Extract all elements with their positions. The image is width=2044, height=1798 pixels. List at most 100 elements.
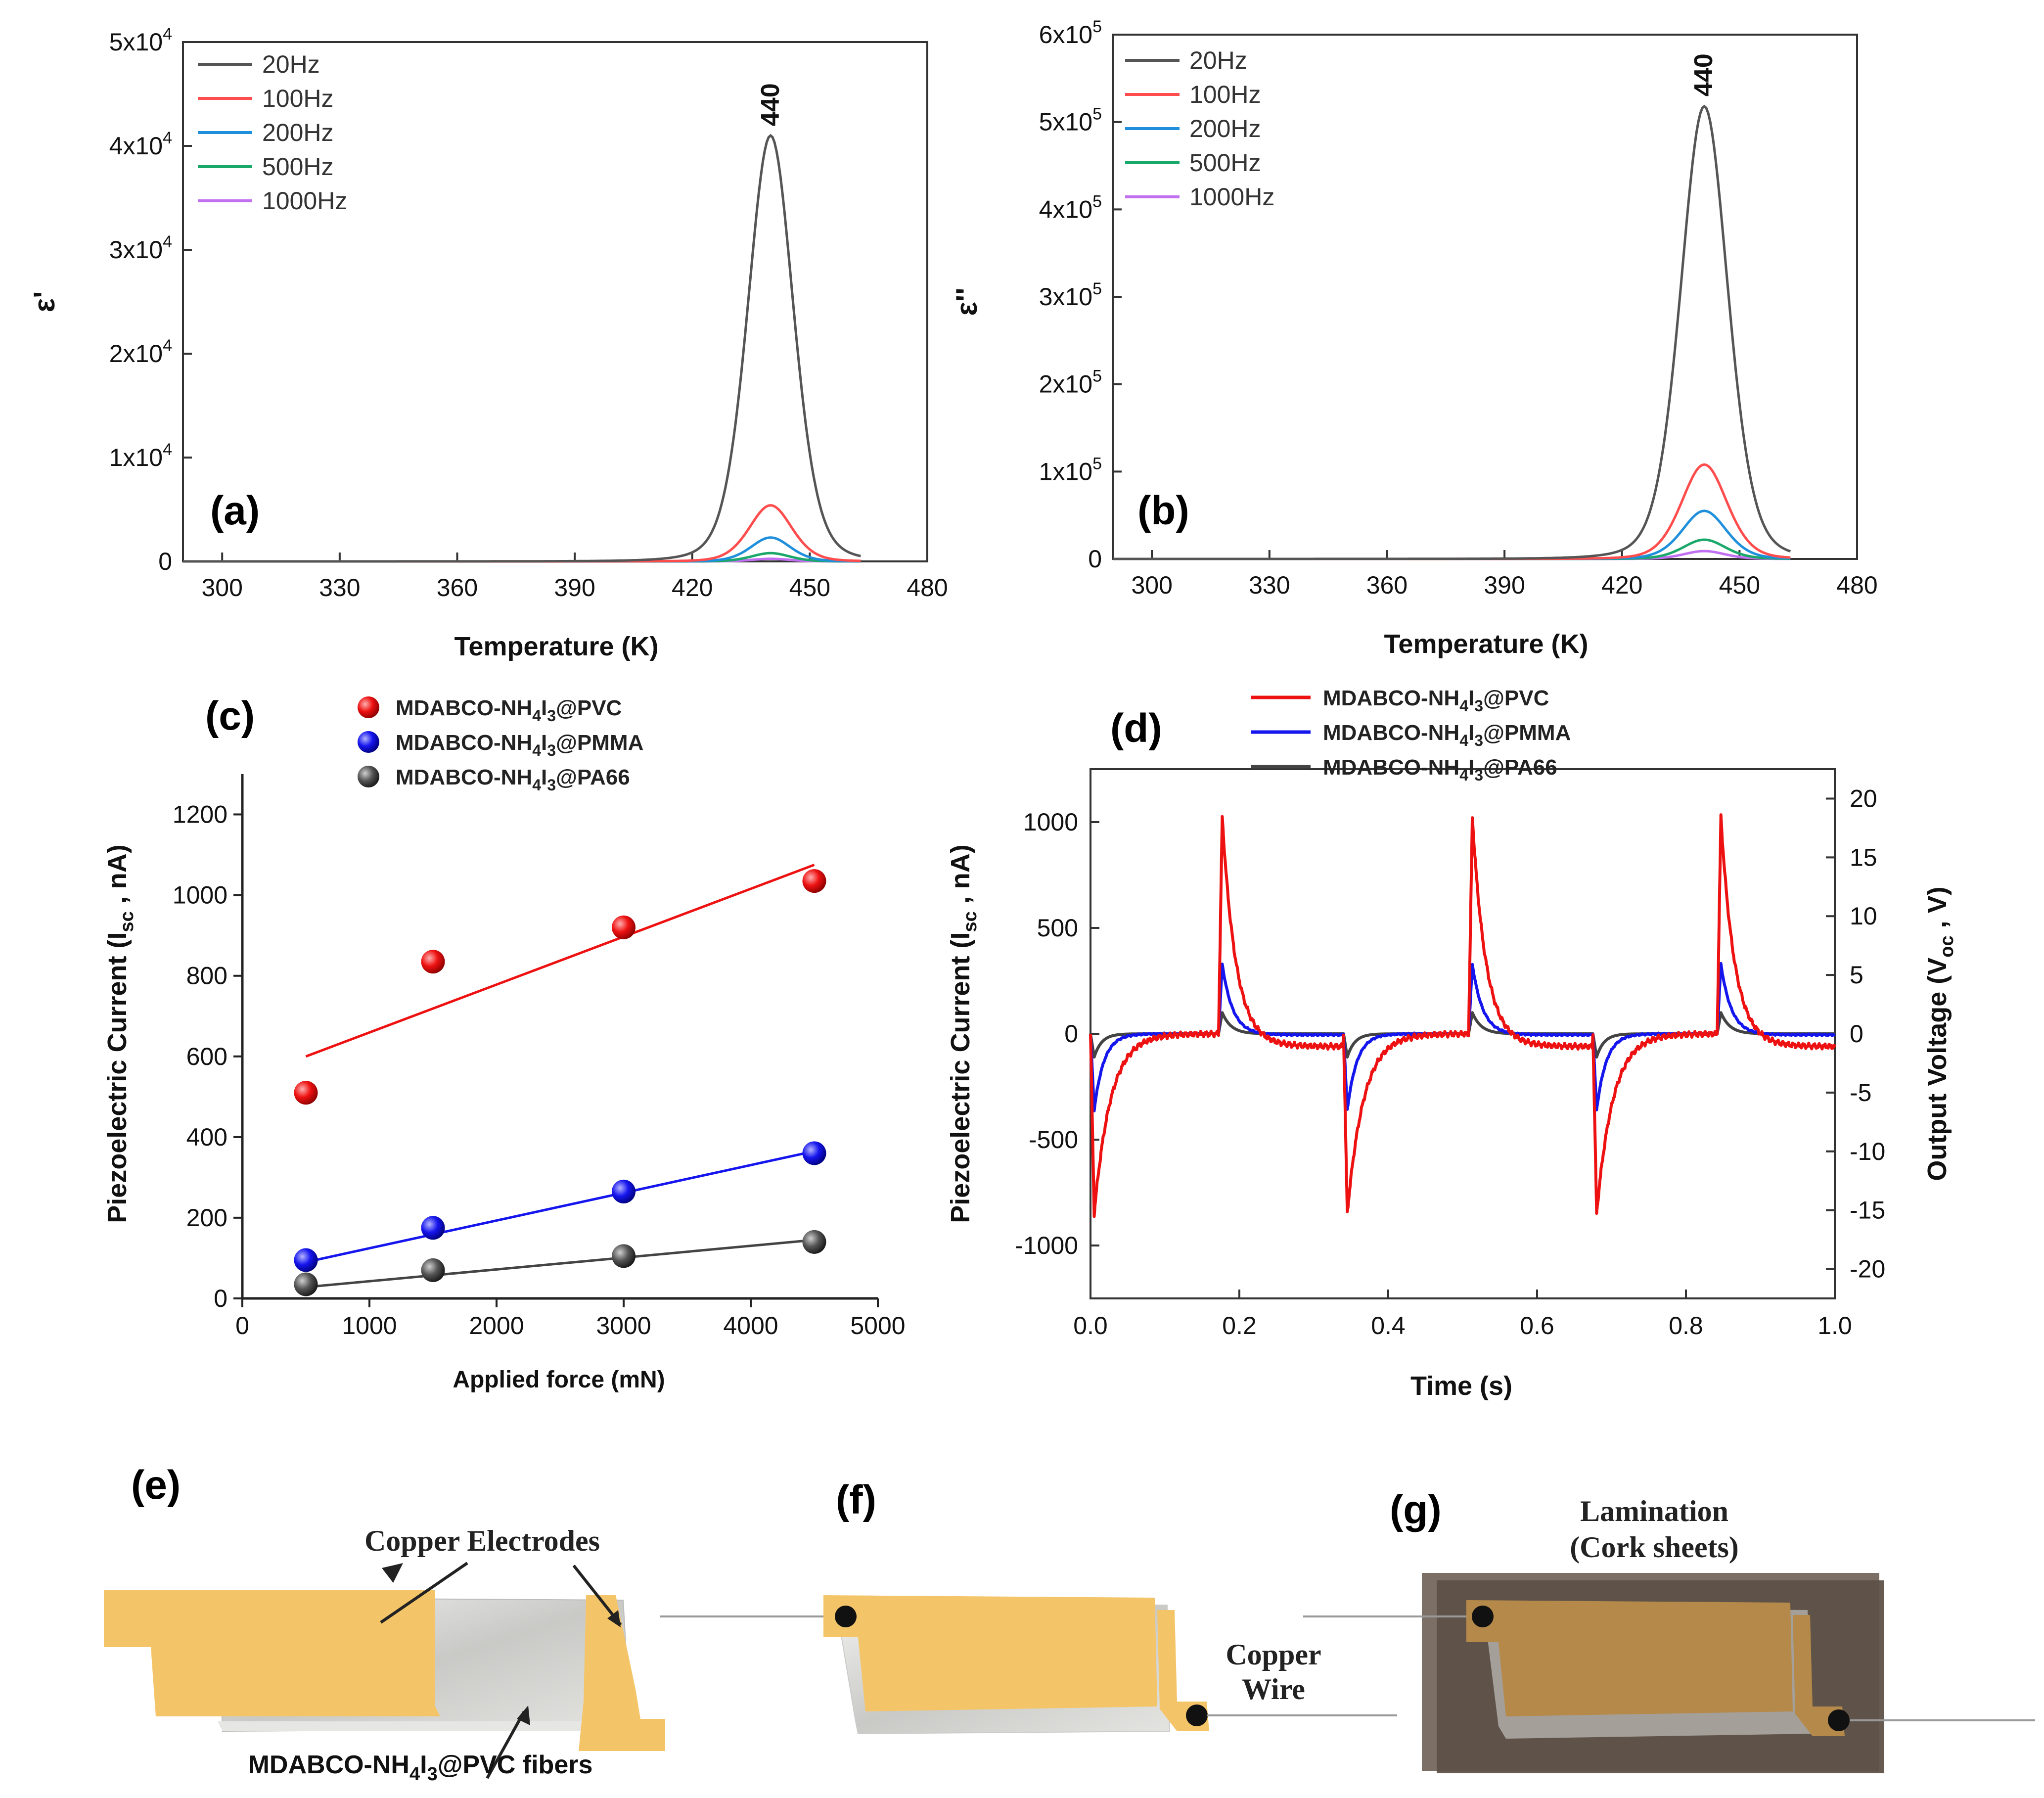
x-tick-label: 390 (1484, 571, 1525, 599)
copper-electrode-left (104, 1590, 440, 1716)
y-axis-label: Piezoelectric Current (Isc , nA) (102, 844, 137, 1223)
copper-electrode-tab (1793, 1615, 1845, 1736)
series-500Hz (1113, 538, 1791, 560)
x-ticks: 0.0 0.2 0.4 0.6 0.8 1.0 (1073, 1290, 1852, 1339)
fiber-mat-shadow (218, 1721, 631, 1731)
legend: MDABCO-NH4I3@PVCMDABCO-NH4I3@PMMAMDABCO-… (358, 696, 643, 794)
copper-electrode-top (1466, 1600, 1793, 1716)
y2-tick-label: -10 (1850, 1138, 1885, 1165)
legend-text-part: 3 (1474, 766, 1483, 784)
panel-c-force-current: 0 200 400 600 800 1000 1200 0 1000 2000 3000 4000 5… (102, 693, 906, 1393)
plot-frame (1112, 34, 1858, 560)
y-tick-label: 1000 (1023, 808, 1078, 836)
tick-exponent: 5 (1092, 279, 1102, 298)
x-ticks: 300 330 360 390 420 450 480 (1131, 550, 1878, 599)
y-tick-label: 1000 (173, 881, 227, 909)
tick-text: 3x10 (109, 236, 163, 264)
ylabel-tail: , nA) (946, 844, 975, 911)
x-tick-label: 300 (201, 574, 242, 601)
data-point (421, 1258, 445, 1282)
x-tick-label: 3000 (596, 1312, 651, 1339)
y-tick-label: 4x105 (1039, 192, 1102, 223)
x-axis-label: Applied force (mN) (453, 1367, 665, 1393)
tick-text: 6x10 (1039, 21, 1092, 48)
series-lines (1089, 813, 1836, 1218)
peak-label: 440 (1689, 53, 1718, 96)
legend-text-part: @PVC (1483, 686, 1549, 710)
legend-label: 500Hz (262, 153, 334, 181)
y2label-main: Output Voltage (V (1922, 958, 1952, 1181)
legend-text-part: 3 (1474, 732, 1483, 749)
copper-electrode-top (823, 1595, 1157, 1711)
series-lines (183, 134, 861, 563)
y-tick-label: 1x105 (1039, 454, 1102, 485)
legend: MDABCO-NH4I3@PVCMDABCO-NH4I3@PMMAMDABCO-… (1251, 686, 1571, 784)
legend-marker (358, 696, 379, 718)
legend-text-part: I (541, 765, 547, 789)
tick-exponent: 4 (163, 336, 172, 355)
legend-text-part: MDABCO-NH (1323, 686, 1459, 710)
legend-text-part: 4 (532, 741, 541, 759)
y-tick-label: 500 (1037, 914, 1078, 942)
y-tick-label: 4x104 (109, 129, 172, 160)
legend-text-part: I (1468, 755, 1474, 780)
y-tick-label: 3x105 (1039, 279, 1102, 311)
wire-label: Wire (1242, 1673, 1305, 1706)
x-tick-label: 450 (789, 574, 830, 601)
panel-label: (f) (836, 1477, 876, 1522)
legend-text-part: @PMMA (556, 731, 643, 755)
legend-label: 100Hz (1189, 81, 1261, 108)
legend-label: 1000Hz (262, 187, 347, 215)
data-point (802, 869, 826, 893)
lamination-label: (Cork sheets) (1570, 1531, 1739, 1564)
series-200Hz (1113, 509, 1791, 560)
x-tick-label: 0.0 (1073, 1312, 1108, 1339)
panel-label: (b) (1137, 488, 1189, 533)
tick-exponent: 5 (1092, 105, 1102, 124)
y-tick-label: 3x104 (109, 232, 172, 264)
panel-label: (a) (210, 488, 260, 533)
legend-label: MDABCO-NH4I3@PVC (1323, 686, 1549, 715)
y-ticks: 0 200 400 600 800 1000 1200 (173, 801, 242, 1312)
y2-tick-label: -20 (1850, 1255, 1885, 1283)
x-ticks: 0 1000 2000 3000 4000 5000 (235, 1298, 906, 1339)
data-point (421, 950, 445, 974)
tick-exponent: 5 (1092, 192, 1102, 211)
y-tick-label: 5x104 (109, 25, 172, 56)
x-tick-label: 480 (1836, 571, 1877, 599)
arrowhead-icon (382, 1563, 403, 1583)
legend-text-part: @PMMA (1483, 721, 1571, 745)
y-tick-label: 400 (186, 1123, 227, 1151)
panel-label: (d) (1110, 706, 1162, 751)
legend-text-part: 4 (1459, 732, 1468, 749)
legend-marker (358, 731, 379, 753)
legend-text-part: 3 (547, 707, 556, 725)
tick-text: 1x10 (1039, 458, 1092, 485)
y-tick-label: 1x104 (109, 440, 172, 471)
legend-text-part: @PA66 (556, 765, 630, 789)
legend: 20Hz 100Hz 200Hz 500Hz 1000Hz (198, 50, 347, 215)
legend-text-part: 3 (547, 741, 556, 759)
tick-text: 0 (1088, 545, 1102, 573)
legend-text-part: MDABCO-NH (1323, 721, 1459, 745)
legend-text-part: I (1468, 721, 1474, 745)
legend-label: MDABCO-NH4I3@PA66 (1323, 755, 1557, 784)
peak-label: 440 (756, 83, 785, 126)
data-point (294, 1272, 318, 1296)
x-tick-label: 5000 (850, 1312, 905, 1339)
legend-label: 200Hz (1189, 115, 1261, 142)
x-tick-label: 0.8 (1669, 1312, 1703, 1339)
legend-text-part: MDABCO-NH (396, 731, 532, 755)
tick-exponent: 4 (163, 440, 172, 459)
y2-tick-label: -15 (1850, 1197, 1885, 1224)
data-point (294, 1081, 318, 1105)
x-tick-label: 360 (437, 574, 478, 601)
series-100Hz (183, 504, 861, 563)
legend-label: 20Hz (1189, 46, 1247, 74)
y2-ticks: -20 -15 -10 -5 0 5 10 15 20 (1826, 784, 1885, 1283)
tick-text: 3x10 (1039, 283, 1092, 311)
fit-line-pvc (305, 864, 815, 1058)
arrow-to-fibers (486, 1710, 526, 1779)
